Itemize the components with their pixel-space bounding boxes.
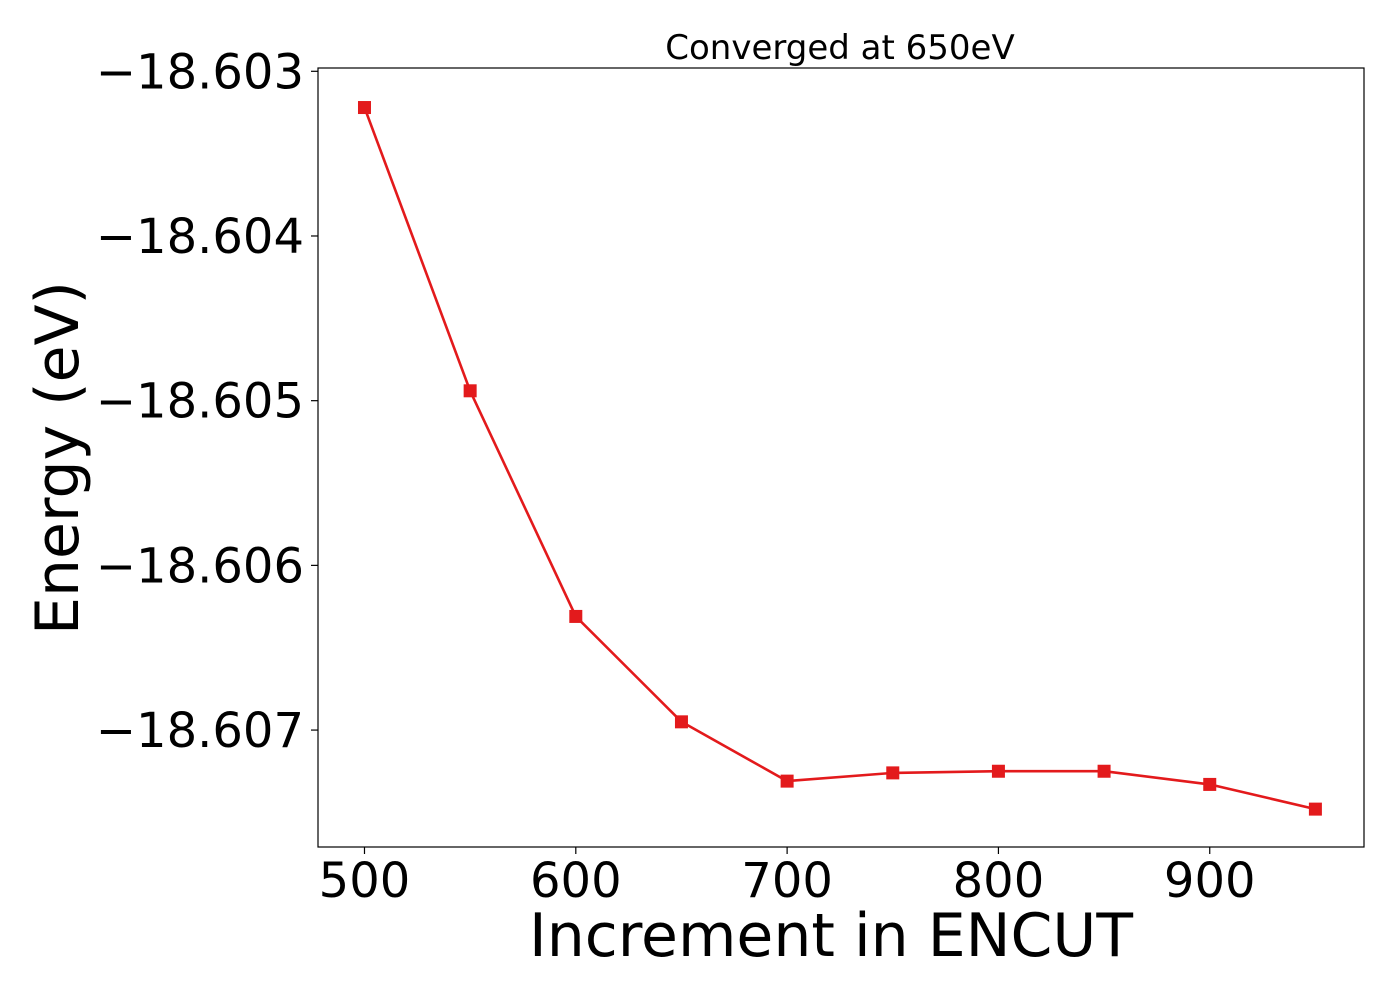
data-point-marker <box>674 715 688 729</box>
x-tick-label: 700 <box>741 853 833 909</box>
series-group <box>357 101 1322 816</box>
data-point-marker <box>886 766 900 780</box>
axes-frame <box>317 67 1365 848</box>
data-point-marker <box>780 774 794 788</box>
y-tick-label: −18.605 <box>96 374 304 430</box>
y-tick-label: −18.607 <box>96 703 304 759</box>
x-axis-label: Increment in ENCUT <box>529 901 1133 971</box>
x-tick-label: 600 <box>530 853 622 909</box>
data-point-marker <box>463 384 477 398</box>
x-tick-label: 500 <box>319 853 411 909</box>
y-tick-label: −18.603 <box>96 44 304 100</box>
data-point-marker <box>569 609 583 623</box>
y-axis-label: Energy (eV) <box>23 281 93 635</box>
data-point-marker <box>1308 802 1322 816</box>
x-tick-label: 800 <box>953 853 1045 909</box>
y-tick-label: −18.606 <box>96 538 304 594</box>
series-line <box>363 107 1316 811</box>
chart-title: Converged at 650eV <box>665 28 1014 68</box>
y-axis: −18.603 −18.604 −18.605 −18.606 −18.607 <box>96 44 318 759</box>
y-tick-label: −18.604 <box>96 209 304 265</box>
x-tick-label: 900 <box>1164 853 1256 909</box>
data-point-marker <box>991 764 1005 778</box>
data-point-marker <box>357 101 371 115</box>
x-axis: 500 600 700 800 900 <box>319 847 1256 909</box>
plot-area: 500 600 700 800 900 −18.603−18.604−18.605−18… <box>96 44 1365 909</box>
data-point-marker <box>1097 764 1111 778</box>
data-point-marker <box>1203 777 1217 791</box>
